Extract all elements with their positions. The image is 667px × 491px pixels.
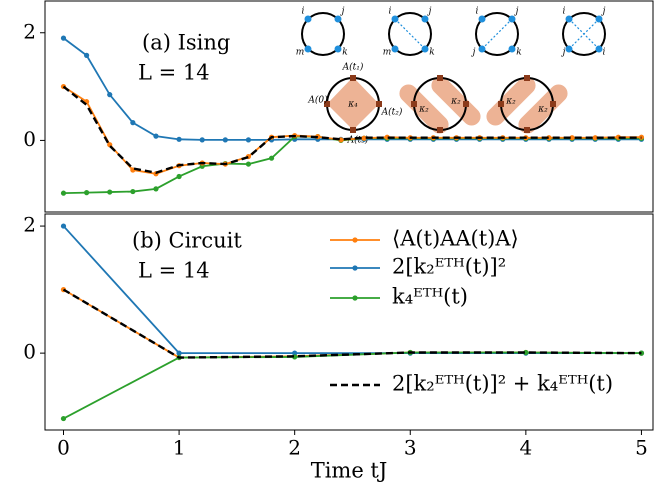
annotation: L = 14 xyxy=(138,61,210,85)
legend-marker xyxy=(352,237,358,243)
legend-marker xyxy=(352,295,358,301)
annotation: (b) Circuit xyxy=(132,229,242,253)
point xyxy=(130,188,136,195)
series-line xyxy=(62,288,642,359)
inset-label: κ₂ xyxy=(505,97,516,107)
inset-label: m xyxy=(296,48,305,58)
inset-label: i xyxy=(563,7,566,17)
legend-label: 2[k₂ᴱᵀᴴ(t)]² + k₄ᴱᵀᴴ(t) xyxy=(392,372,613,396)
x-tick-label: 0 xyxy=(57,436,70,460)
inset-label: k xyxy=(429,48,434,58)
point xyxy=(523,349,529,356)
point xyxy=(176,350,182,356)
inset-label: j xyxy=(427,7,432,17)
annotation: L = 14 xyxy=(138,259,210,283)
point xyxy=(107,189,113,195)
point xyxy=(84,190,90,196)
x-tick-label: 2 xyxy=(288,436,301,460)
x-tick-label: 1 xyxy=(173,436,186,460)
inset-label: k xyxy=(516,48,521,58)
y-tick-label: 0 xyxy=(23,340,36,364)
inset-label: κ₂ xyxy=(418,105,429,115)
point xyxy=(361,135,367,141)
point xyxy=(130,120,136,126)
legend-marker xyxy=(352,265,358,271)
inset-label: j xyxy=(561,48,566,58)
inset-label: i xyxy=(603,48,606,58)
point xyxy=(199,137,205,143)
series-line xyxy=(63,288,642,359)
inset-label: A(t₂) xyxy=(381,107,403,118)
point xyxy=(268,155,275,161)
point xyxy=(60,35,67,41)
inset-label: κ₄ xyxy=(347,100,358,110)
point xyxy=(60,223,67,229)
inset-label: A(t₁) xyxy=(342,62,364,73)
y-tick-label: 2 xyxy=(23,19,36,43)
legend-label: 2[k₂ᴱᵀᴴ(t)]² xyxy=(392,255,506,279)
inset-label: A(0) xyxy=(307,95,328,106)
point xyxy=(176,136,182,142)
y-tick-label: 0 xyxy=(23,127,36,151)
y-tick-label: 2 xyxy=(23,213,36,237)
point xyxy=(153,133,159,139)
inset-label: m xyxy=(383,48,392,58)
inset-label: i xyxy=(476,7,479,17)
inset-label: κ₂ xyxy=(450,97,461,107)
point xyxy=(546,135,552,141)
point xyxy=(60,190,67,196)
point xyxy=(569,135,575,141)
x-tick-label: 5 xyxy=(635,436,648,460)
plot-frame xyxy=(44,0,654,213)
point xyxy=(245,137,252,143)
annotation: (a) Ising xyxy=(142,31,230,55)
point xyxy=(176,173,182,180)
point xyxy=(107,92,113,98)
plot-frame xyxy=(44,213,654,431)
point xyxy=(222,137,228,143)
inset-label: i xyxy=(389,7,392,17)
point xyxy=(592,135,598,141)
inset xyxy=(301,12,606,134)
x-tick-label: 3 xyxy=(404,436,417,460)
inset-label: k xyxy=(342,48,347,58)
inset-label: j xyxy=(601,7,606,17)
point xyxy=(60,415,67,422)
point xyxy=(153,186,159,192)
point xyxy=(84,52,90,58)
inset-label: i xyxy=(302,7,305,17)
inset-label: j xyxy=(471,48,476,58)
legend-label: ⟨A(t)AA(t)A⟩ xyxy=(392,227,519,251)
series-line xyxy=(62,85,642,174)
legend-label: k₄ᴱᵀᴴ(t) xyxy=(392,285,468,309)
inset-label: j xyxy=(340,7,345,17)
x-tick-label: 4 xyxy=(519,436,532,460)
x-axis-label: Time tJ xyxy=(311,459,388,483)
inset-label: κ₂ xyxy=(537,105,548,115)
point xyxy=(292,350,298,356)
inset-label: j xyxy=(514,7,519,17)
point xyxy=(245,161,252,167)
